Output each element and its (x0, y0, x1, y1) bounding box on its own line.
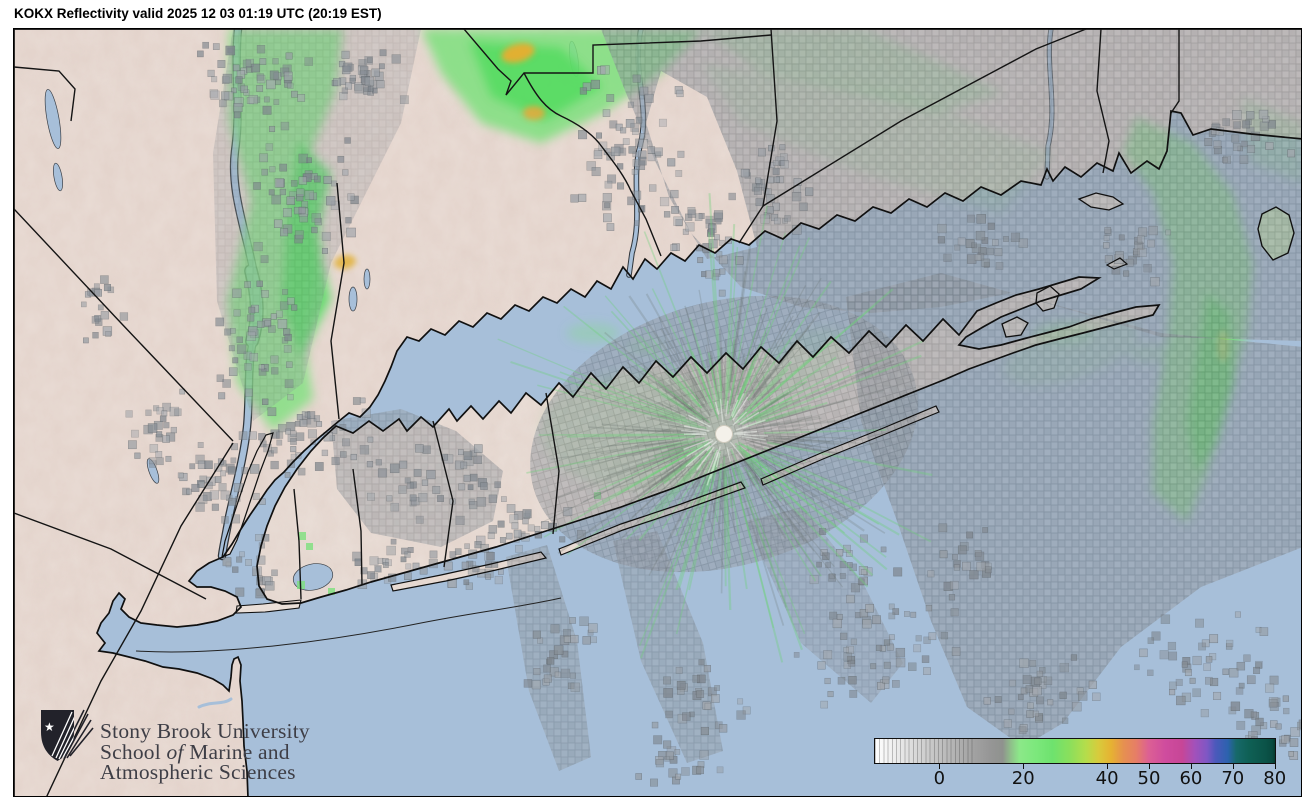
colorbar-tick (1190, 764, 1192, 769)
colorbar-tick-label: 0 (933, 768, 946, 789)
colorbar-tick-label: 70 (1221, 768, 1245, 789)
radar-map: ★ Stony Brook University School of Marin… (13, 28, 1302, 797)
colorbar-tick (1274, 764, 1276, 769)
colorbar-tick-label: 40 (1095, 768, 1119, 789)
sbu-logo-text: Stony Brook University School of Marine … (100, 721, 310, 783)
map-title: KOKX Reflectivity valid 2025 12 03 01:19… (14, 6, 382, 21)
colorbar-tick-label: 60 (1179, 768, 1203, 789)
logo-line-3: Atmospheric Sciences (100, 760, 296, 784)
logo-line-1: Stony Brook University (100, 719, 310, 743)
map-svg (14, 29, 1301, 796)
county-borders (14, 29, 1180, 796)
colorbar-tick (939, 764, 941, 769)
colorbar-tick (1107, 764, 1109, 769)
colorbar-tick-label: 50 (1137, 768, 1161, 789)
colorbar-tick (1232, 764, 1234, 769)
colorbar-gradient (874, 738, 1276, 764)
radar-site-marker (715, 425, 733, 443)
colorbar-tick-label: 20 (1011, 768, 1035, 789)
colorbar-ticks: 0 20 40 50 60 70 80 (874, 764, 1286, 792)
colorbar-tick (1023, 764, 1025, 769)
sbu-logo: ★ Stony Brook University School of Marin… (38, 703, 310, 783)
channel-line (135, 597, 562, 653)
svg-text:★: ★ (44, 720, 55, 734)
sbu-shield-icon: ★ (41, 709, 94, 761)
colorbar-tick-label: 80 (1263, 768, 1287, 789)
logo-line-2: School of Marine and (100, 739, 290, 764)
colorbar-bin-lines (875, 739, 975, 763)
reflectivity-colorbar: 0 20 40 50 60 70 80 (874, 738, 1286, 792)
colorbar-tick (1148, 764, 1150, 769)
radar-radial-streaks (497, 193, 933, 663)
